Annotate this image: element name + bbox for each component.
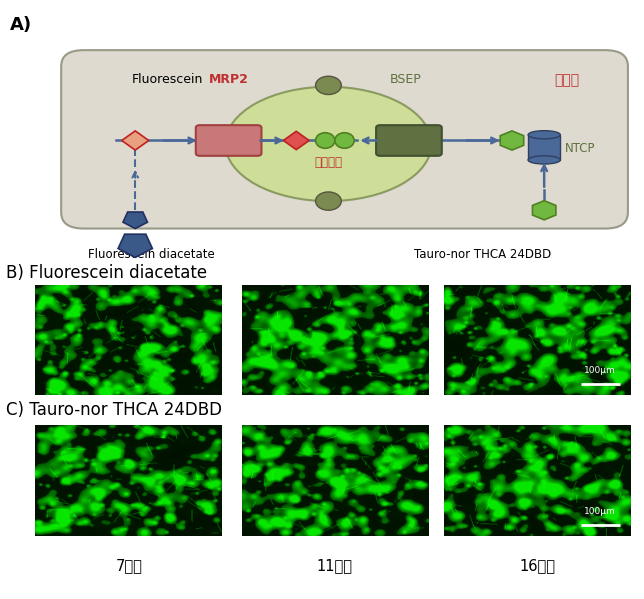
FancyBboxPatch shape xyxy=(61,50,628,229)
Text: NTCP: NTCP xyxy=(565,142,595,155)
Text: 11日目: 11日目 xyxy=(317,558,353,574)
Polygon shape xyxy=(533,201,556,220)
Text: 100μm: 100μm xyxy=(584,367,616,376)
Circle shape xyxy=(316,76,341,95)
Ellipse shape xyxy=(335,133,354,149)
FancyBboxPatch shape xyxy=(196,125,261,156)
Text: 毛細胆管: 毛細胆管 xyxy=(314,156,343,169)
FancyBboxPatch shape xyxy=(528,135,560,160)
Text: C) Tauro-nor THCA 24DBD: C) Tauro-nor THCA 24DBD xyxy=(6,401,222,419)
Ellipse shape xyxy=(225,87,431,201)
Text: MRP2: MRP2 xyxy=(209,73,249,86)
Text: 7日目: 7日目 xyxy=(115,558,142,574)
Text: Fluorescein: Fluorescein xyxy=(132,73,204,86)
Text: Fluorescein diacetate: Fluorescein diacetate xyxy=(88,247,214,261)
Polygon shape xyxy=(500,131,524,150)
Polygon shape xyxy=(122,131,149,150)
Text: 肝細胞: 肝細胞 xyxy=(554,73,580,87)
Text: 16日目: 16日目 xyxy=(520,558,556,574)
Polygon shape xyxy=(283,131,309,150)
Text: BSEP: BSEP xyxy=(390,73,422,86)
Text: 100μm: 100μm xyxy=(584,507,616,516)
FancyBboxPatch shape xyxy=(376,125,442,156)
Ellipse shape xyxy=(528,131,560,139)
Text: A): A) xyxy=(10,16,32,34)
Polygon shape xyxy=(118,234,153,258)
Text: Tauro-nor THCA 24DBD: Tauro-nor THCA 24DBD xyxy=(414,247,552,261)
Ellipse shape xyxy=(528,156,560,164)
Polygon shape xyxy=(123,212,147,229)
Text: B) Fluorescein diacetate: B) Fluorescein diacetate xyxy=(6,264,207,282)
Circle shape xyxy=(316,192,341,210)
Ellipse shape xyxy=(316,133,335,149)
